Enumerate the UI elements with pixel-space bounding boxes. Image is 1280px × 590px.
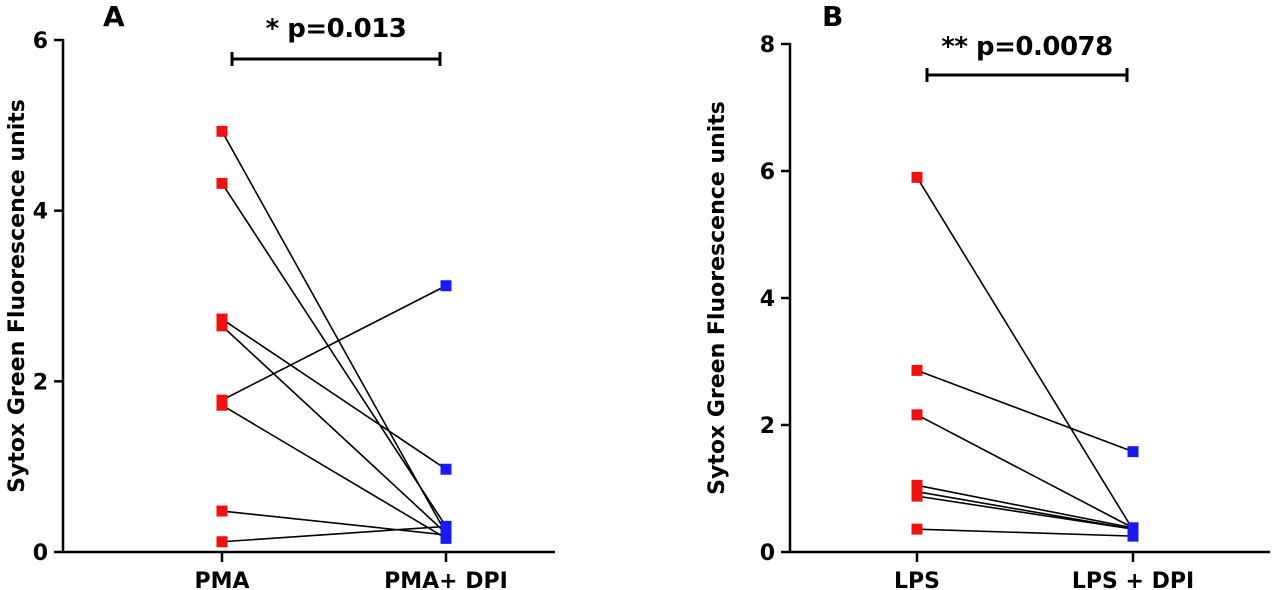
y-tick-label: 6	[33, 29, 48, 54]
pair-line	[221, 525, 447, 543]
y-tick-label: 2	[33, 370, 48, 395]
significance-label: * p=0.013	[266, 14, 407, 44]
control-point	[216, 505, 228, 517]
dpi-point	[440, 463, 452, 475]
pair-line	[221, 318, 447, 470]
dpi-point	[440, 280, 452, 292]
x-category-label: PMA	[194, 569, 249, 590]
control-point	[911, 171, 923, 183]
dpi-point	[1127, 523, 1139, 535]
x-category-label: LPS + DPI	[1072, 569, 1194, 590]
pair-line	[221, 510, 447, 536]
pair-line	[221, 285, 447, 401]
control-point	[911, 490, 923, 502]
control-point	[216, 313, 228, 325]
pair-line	[221, 130, 447, 534]
control-point	[911, 523, 923, 535]
x-category-label: PMA+ DPI	[384, 569, 508, 590]
y-axis-label: Sytox Green Fluorescence units	[5, 99, 30, 493]
control-point	[216, 320, 228, 332]
control-point	[911, 409, 923, 421]
pair-line	[916, 369, 1134, 453]
control-point	[216, 399, 228, 411]
y-tick-label: 6	[760, 160, 775, 185]
y-axis-label: Sytox Green Fluorescence units	[705, 101, 730, 495]
dpi-point	[1127, 530, 1139, 542]
pair-line	[916, 495, 1134, 530]
y-tick-label: 2	[760, 414, 775, 439]
panel-letter: B	[822, 0, 843, 33]
y-tick-label: 8	[760, 33, 775, 58]
x-category-label: LPS	[894, 569, 940, 590]
control-point	[216, 536, 228, 548]
control-point	[911, 364, 923, 376]
pair-line	[916, 484, 1134, 529]
y-tick-label: 4	[760, 287, 775, 312]
significance-label: ** p=0.0078	[941, 32, 1112, 62]
panel-a: A Sytox Green Fluorescence units 0 2 4 6 PMA PM…	[5, 0, 555, 590]
y-tick-label: 4	[33, 200, 48, 225]
control-point	[216, 177, 228, 189]
pair-line	[221, 182, 447, 527]
y-tick-label: 0	[760, 541, 775, 566]
panel-letter: A	[103, 0, 125, 33]
control-point	[911, 479, 923, 491]
panel-b: B Sytox Green Fluorescence units 0 2 4 6 8 LPS L…	[705, 0, 1270, 590]
dpi-point	[440, 520, 452, 532]
pair-line	[916, 414, 1134, 529]
dpi-point	[440, 529, 452, 541]
pair-line	[916, 528, 1134, 537]
pair-line	[221, 404, 447, 540]
pair-line	[916, 176, 1134, 531]
control-point	[216, 125, 228, 137]
pair-line	[221, 325, 447, 534]
y-tick-label: 0	[33, 541, 48, 566]
dpi-point	[1127, 446, 1139, 458]
